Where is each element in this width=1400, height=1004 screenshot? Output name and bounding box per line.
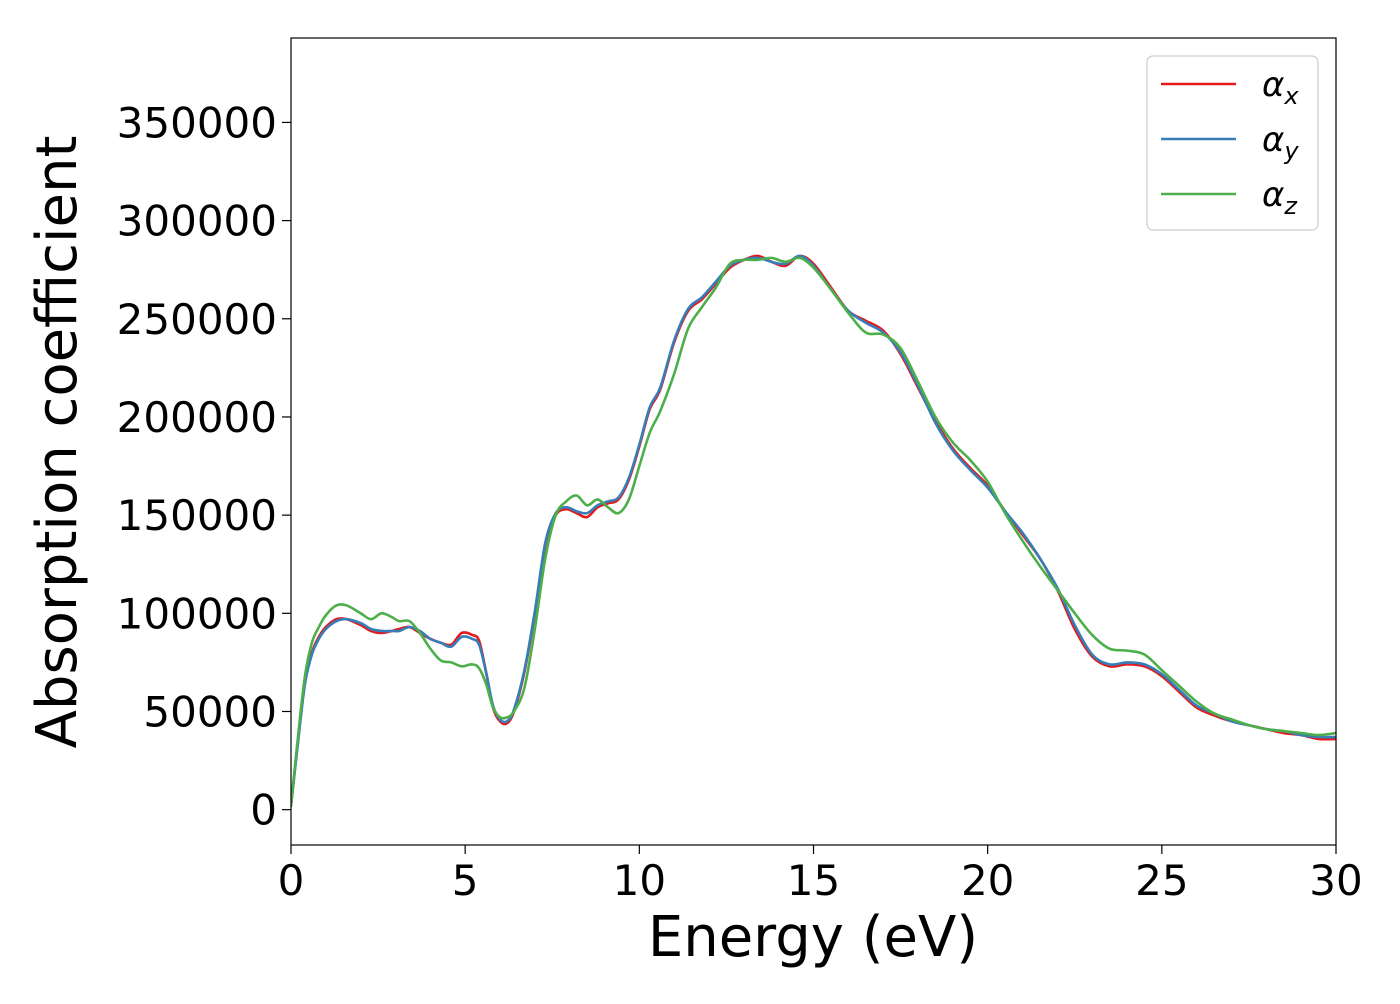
y-tick-label: 100000 <box>117 589 277 638</box>
series-line-z <box>291 256 1336 808</box>
y-tick-label: 300000 <box>117 197 277 246</box>
x-axis-ticks: 0 5 10 15 20 25 30 <box>278 845 1363 905</box>
y-tick-label: 150000 <box>117 491 277 540</box>
y-tick-label: 0 <box>250 786 277 835</box>
legend-label-x: αx <box>1262 65 1299 110</box>
x-tick-label: 10 <box>613 856 666 905</box>
plot-lines <box>291 254 1336 808</box>
y-axis-ticks: 0 50000 100000 150000 200000 250000 300000 3500… <box>117 98 291 835</box>
legend-label-y: αy <box>1262 120 1299 165</box>
y-tick-label: 350000 <box>117 98 277 147</box>
x-tick-label: 5 <box>452 856 479 905</box>
series-line-x <box>291 254 1336 808</box>
x-tick-label: 30 <box>1309 856 1362 905</box>
legend-box <box>1146 55 1319 231</box>
y-axis-title: Absorption coefficient <box>25 136 90 749</box>
x-axis-title: Energy (eV) <box>648 905 978 970</box>
series-line-y <box>291 254 1336 808</box>
x-tick-label: 20 <box>961 856 1014 905</box>
x-tick-label: 0 <box>278 856 305 905</box>
y-tick-label: 200000 <box>117 393 277 442</box>
y-tick-label: 250000 <box>117 295 277 344</box>
x-tick-label: 25 <box>1135 856 1188 905</box>
y-tick-label: 50000 <box>143 687 277 736</box>
x-tick-label: 15 <box>787 856 840 905</box>
